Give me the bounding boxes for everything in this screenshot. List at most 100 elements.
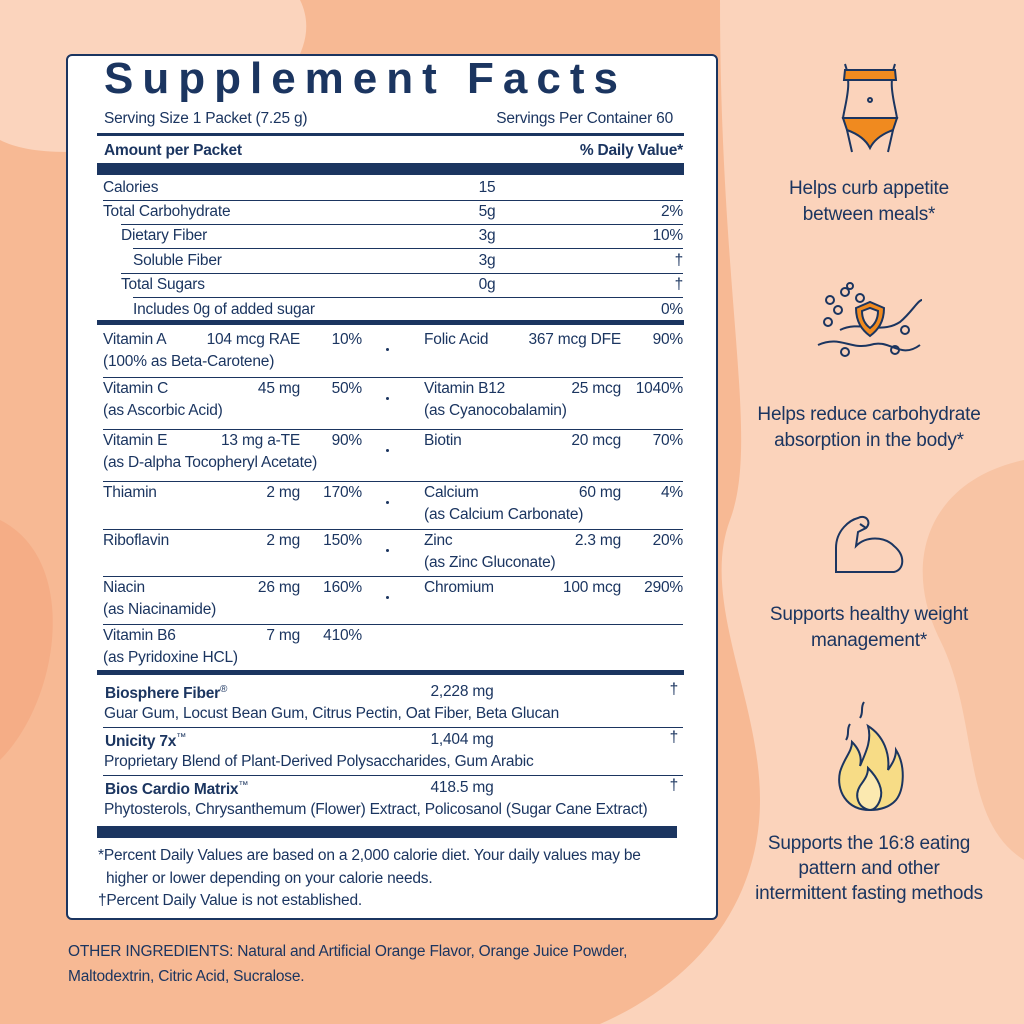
benefit-text: Supports the 16:8 eating bbox=[767, 833, 971, 854]
vitamin-amount: 45 mg bbox=[257, 380, 300, 397]
row-rule bbox=[103, 727, 683, 728]
nutrient-amount: 5g bbox=[478, 203, 496, 220]
bullet bbox=[386, 501, 389, 504]
bullet bbox=[386, 449, 389, 452]
vitamin-dv: 1040% bbox=[635, 380, 683, 397]
vitamin-name: Vitamin B12 bbox=[424, 380, 506, 397]
vitamin-dv: 70% bbox=[652, 432, 684, 449]
blend-name-text: Bios Cardio Matrix bbox=[105, 781, 239, 799]
vitamin-amount: 367 mcg DFE bbox=[528, 331, 621, 348]
nutrient-name: Soluble Fiber bbox=[133, 252, 222, 269]
thick-bar bbox=[97, 163, 684, 175]
bullet bbox=[386, 397, 389, 400]
vitamin-note: (as Zinc Gluconate) bbox=[424, 554, 556, 571]
vitamin-dv: 90% bbox=[652, 331, 684, 348]
blend-mark: ® bbox=[220, 683, 228, 695]
nutrient-amount: 3g bbox=[478, 227, 496, 244]
vitamin-note: (as Calcium Carbonate) bbox=[424, 506, 584, 523]
vitamin-dv: 290% bbox=[644, 579, 683, 596]
row-rule bbox=[103, 529, 683, 530]
row-rule bbox=[121, 273, 683, 274]
row-rule bbox=[103, 576, 683, 577]
thick-bar bbox=[97, 826, 677, 838]
arm-icon bbox=[835, 516, 904, 573]
bullet bbox=[386, 549, 389, 552]
benefit-text: Supports healthy weight bbox=[769, 604, 969, 625]
amount-header: Amount per Packet bbox=[104, 142, 242, 159]
vitamin-dv: 150% bbox=[323, 532, 362, 549]
shield-icon bbox=[817, 282, 923, 357]
blend-name: Unicity 7x™ bbox=[105, 729, 186, 751]
vitamin-dv: 10% bbox=[331, 331, 363, 348]
vitamin-note: (as Ascorbic Acid) bbox=[103, 402, 223, 419]
blend-name: Biosphere Fiber® bbox=[105, 681, 227, 703]
blend-mark: ™ bbox=[176, 731, 187, 743]
vitamin-name: Riboflavin bbox=[103, 532, 170, 549]
blend-description: Proprietary Blend of Plant-Derived Polys… bbox=[104, 753, 534, 770]
blend-dv: † bbox=[669, 729, 679, 746]
vitamin-name: Chromium bbox=[424, 579, 494, 596]
vitamin-note: (as Pyridoxine HCL) bbox=[103, 649, 238, 666]
vitamin-name: Niacin bbox=[103, 579, 145, 596]
vitamin-amount: 2 mg bbox=[266, 484, 300, 501]
blend-dv: † bbox=[669, 681, 679, 698]
vitamin-amount: 2 mg bbox=[266, 532, 300, 549]
blend-name-text: Unicity 7x bbox=[105, 733, 177, 751]
waist-icon bbox=[841, 63, 899, 153]
nutrient-name: Total Sugars bbox=[121, 276, 205, 293]
vitamin-dv: 160% bbox=[323, 579, 362, 596]
thick-bar bbox=[97, 670, 684, 675]
benefit-text: Helps curb appetite bbox=[789, 178, 949, 199]
vitamin-amount: 2.3 mg bbox=[574, 532, 621, 549]
vitamin-amount: 13 mg a-TE bbox=[221, 432, 300, 449]
nutrient-name: Includes 0g of added sugar bbox=[133, 301, 315, 318]
vitamin-name: Thiamin bbox=[103, 484, 157, 501]
row-rule bbox=[103, 429, 683, 430]
vitamin-dv: 90% bbox=[331, 432, 363, 449]
vitamin-name: Folic Acid bbox=[424, 331, 489, 348]
vitamin-name: Vitamin C bbox=[103, 380, 169, 397]
thick-bar bbox=[97, 320, 684, 325]
blend-name: Bios Cardio Matrix™ bbox=[105, 777, 248, 799]
nutrient-amount: 0g bbox=[478, 276, 496, 293]
row-rule bbox=[103, 200, 683, 201]
vitamin-name: Biotin bbox=[424, 432, 462, 449]
nutrient-name: Dietary Fiber bbox=[121, 227, 208, 244]
benefit-text: intermittent fasting methods bbox=[755, 883, 983, 904]
vitamin-name: Vitamin A bbox=[103, 331, 167, 348]
vitamin-note: (as D-alpha Tocopheryl Acetate) bbox=[103, 454, 318, 471]
vitamin-amount: 104 mcg RAE bbox=[206, 331, 301, 348]
vitamin-dv: 4% bbox=[660, 484, 683, 501]
bullet bbox=[386, 348, 389, 351]
row-rule bbox=[103, 377, 683, 378]
row-rule bbox=[121, 224, 683, 225]
nutrient-amount: 3g bbox=[478, 252, 496, 269]
row-rule bbox=[103, 624, 683, 625]
benefit-text: Helps reduce carbohydrate bbox=[757, 404, 981, 425]
vitamin-note: (as Cyanocobalamin) bbox=[424, 402, 567, 419]
title: Supplement Facts bbox=[104, 54, 627, 103]
nutrient-dv: 0% bbox=[660, 301, 683, 318]
flame-icon bbox=[838, 701, 904, 812]
vitamin-name: Zinc bbox=[424, 532, 453, 549]
vitamin-amount: 100 mcg bbox=[562, 579, 621, 596]
serving-size: Serving Size 1 Packet (7.25 g) bbox=[104, 110, 308, 127]
benefit-text: absorption in the body* bbox=[774, 430, 964, 451]
nutrient-name: Total Carbohydrate bbox=[103, 203, 231, 220]
vitamin-dv: 20% bbox=[652, 532, 684, 549]
vitamin-note: (100% as Beta-Carotene) bbox=[103, 353, 275, 370]
footnote: higher or lower depending on your calori… bbox=[106, 870, 433, 887]
vitamin-name: Vitamin B6 bbox=[103, 627, 176, 644]
blend-description: Guar Gum, Locust Bean Gum, Citrus Pectin… bbox=[104, 705, 559, 722]
row-rule bbox=[103, 481, 683, 482]
vitamin-amount: 60 mg bbox=[578, 484, 621, 501]
nutrient-amount: 15 bbox=[478, 179, 496, 196]
vitamin-amount: 25 mcg bbox=[571, 380, 621, 397]
row-rule bbox=[133, 248, 683, 249]
blend-amount: 2,228 mg bbox=[430, 683, 494, 700]
footnote: †Percent Daily Value is not established. bbox=[98, 892, 362, 909]
nutrient-dv: 2% bbox=[660, 203, 683, 220]
nutrient-dv: † bbox=[674, 252, 684, 269]
vitamin-name: Vitamin E bbox=[103, 432, 168, 449]
